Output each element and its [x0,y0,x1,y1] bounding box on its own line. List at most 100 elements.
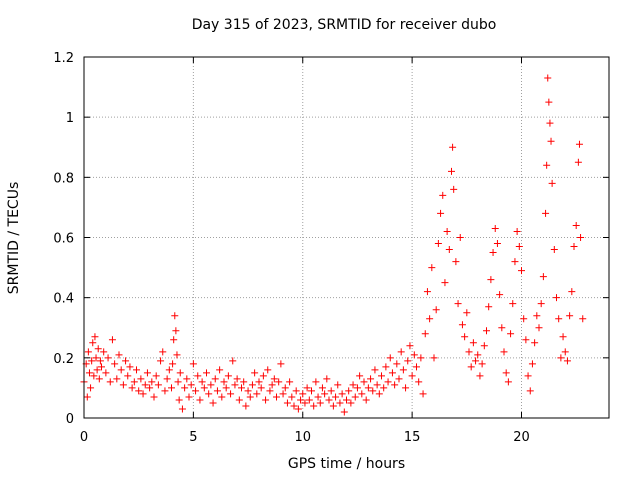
data-point [526,387,534,395]
x-tick-label: 5 [189,430,197,445]
y-tick-label: 0.6 [53,232,74,247]
data-point [143,369,151,377]
data-point [384,378,392,386]
data-point [474,351,482,359]
data-point [301,399,309,407]
data-point [493,240,501,248]
data-point [550,246,558,254]
data-point [504,378,512,386]
data-point [545,98,553,106]
data-point [130,378,138,386]
y-tick-label: 0 [66,412,74,427]
data-point [152,372,160,380]
data-point [88,357,96,365]
data-point [200,384,208,392]
data-point [518,267,525,275]
data-point [111,360,119,368]
data-point [205,390,213,398]
data-point [520,315,528,323]
data-point [557,354,565,362]
data-point [358,390,366,398]
data-point [507,330,515,338]
y-tick-label: 0.2 [53,352,74,367]
data-point [181,384,189,392]
data-point [310,402,318,410]
data-point [251,369,259,377]
data-point [454,300,462,308]
data-point [176,369,184,377]
data-point [96,357,104,365]
data-point [327,387,335,395]
data-point [371,366,379,374]
data-point [133,366,140,374]
data-point [305,396,313,404]
data-point [360,378,368,386]
data-point [235,396,243,404]
data-point [161,387,169,395]
data-point [406,342,414,350]
data-point [233,375,241,383]
data-point [203,369,210,377]
data-point [579,315,587,323]
chart-title: Day 315 of 2023, SRMTID for receiver dub… [191,17,497,33]
data-point [445,246,453,254]
data-point [421,330,429,338]
data-point [382,363,390,371]
data-point [566,312,574,320]
x-tick-label: 0 [80,430,88,445]
data-point [426,315,434,323]
data-point [108,336,116,344]
data-point [94,345,102,353]
data-point [286,378,294,386]
data-point [329,402,337,410]
data-point [194,372,202,380]
data-point [292,387,300,395]
data-point [231,381,239,389]
data-point [417,354,425,362]
data-point [399,366,407,374]
data-point [84,348,92,356]
data-point [172,327,180,335]
data-point [106,378,114,386]
data-point [196,396,204,404]
data-point [404,357,412,365]
data-point [485,303,493,311]
x-tick-label: 10 [294,430,311,445]
data-point [157,357,165,365]
data-point [535,324,543,332]
data-point [437,209,445,217]
data-point [168,384,175,392]
data-point [458,321,466,329]
data-point [91,333,99,341]
data-point [122,357,130,365]
data-point [336,399,344,407]
data-point [430,354,438,362]
data-point [323,375,331,383]
data-point [321,390,329,398]
data-point [386,354,394,362]
data-point [102,369,110,377]
data-point [480,342,488,350]
data-point [415,378,423,386]
data-point [393,360,401,368]
data-point [345,387,353,395]
data-point [218,393,226,401]
data-point [537,300,545,308]
data-point [465,348,473,356]
data-point [248,381,256,389]
y-tick-label: 0.8 [53,171,74,186]
x-axis-label: GPS time / hours [287,456,406,472]
data-point [509,300,517,308]
data-point [139,390,147,398]
data-point [128,384,136,392]
data-point [165,366,173,374]
data-point [314,393,322,401]
data-point [362,396,370,404]
data-point [511,258,519,266]
x-tick-label: 15 [404,430,421,445]
data-point [277,360,285,368]
data-point [169,360,177,368]
data-point [137,375,145,383]
data-point [472,357,480,365]
